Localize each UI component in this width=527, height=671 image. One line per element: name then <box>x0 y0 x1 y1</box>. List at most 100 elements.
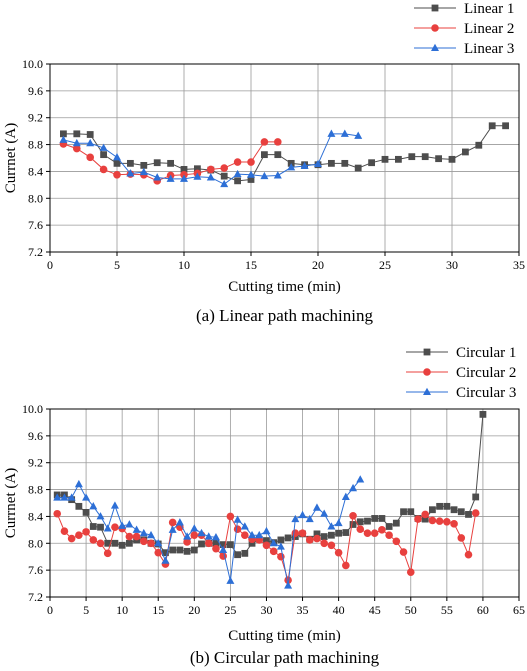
data-point <box>86 138 95 147</box>
data-point <box>305 536 314 544</box>
data-point <box>314 159 322 168</box>
y-tick-label: 9.2 <box>28 456 43 470</box>
data-point <box>450 506 458 514</box>
data-point <box>113 153 121 161</box>
data-point <box>298 510 307 519</box>
data-point <box>436 502 444 510</box>
data-point <box>75 531 83 540</box>
data-point <box>291 529 300 538</box>
data-point <box>435 155 442 163</box>
data-point <box>327 129 336 137</box>
data-point <box>233 169 242 178</box>
data-point <box>273 171 282 179</box>
data-point <box>75 502 83 510</box>
y-tick-label: 10.0 <box>22 57 43 71</box>
data-point <box>82 528 90 536</box>
data-point <box>421 510 430 519</box>
data-point <box>60 527 69 535</box>
data-point <box>166 174 175 182</box>
chart-caption: (a) Linear path machining <box>196 306 374 325</box>
data-point <box>464 550 473 559</box>
data-point <box>89 502 98 510</box>
data-point <box>72 138 81 147</box>
y-axis-label: Currnet (A) <box>3 468 19 538</box>
y-tick-label: 7.2 <box>28 590 43 604</box>
data-point <box>147 530 156 539</box>
data-point <box>233 515 242 523</box>
data-point <box>220 179 229 188</box>
x-tick-label: 25 <box>224 603 236 617</box>
data-point <box>457 508 465 516</box>
data-point <box>276 542 285 550</box>
x-tick-label: 30 <box>446 258 458 272</box>
data-point <box>261 151 268 159</box>
data-point <box>247 176 255 183</box>
data-point <box>287 163 296 171</box>
y-tick-label: 8.8 <box>28 483 43 497</box>
data-point <box>349 483 358 492</box>
x-tick-label: 60 <box>477 603 489 617</box>
data-point <box>73 144 81 153</box>
data-point <box>220 164 228 172</box>
data-point <box>147 539 155 548</box>
data-point <box>111 539 119 547</box>
x-tick-label: 10 <box>178 258 190 272</box>
data-point <box>457 534 466 542</box>
data-point <box>284 534 292 542</box>
data-point <box>385 531 393 540</box>
data-point <box>263 537 270 544</box>
plot-frame <box>49 63 520 253</box>
data-point <box>334 548 343 557</box>
x-tick-label: 30 <box>260 603 272 617</box>
data-point <box>471 509 480 517</box>
data-point <box>198 540 205 548</box>
data-point <box>140 537 148 546</box>
data-point <box>421 153 429 161</box>
data-point <box>204 539 213 548</box>
legend-marker <box>423 368 431 376</box>
legend-marker <box>431 43 439 51</box>
legend-marker <box>423 348 431 356</box>
data-point <box>161 556 170 564</box>
x-tick-label: 55 <box>441 603 453 617</box>
data-point <box>139 528 148 537</box>
legend-label: Linear 1 <box>464 1 514 17</box>
y-tick-label: 8.4 <box>28 164 43 178</box>
data-point <box>176 546 184 554</box>
data-point <box>73 130 81 138</box>
data-point <box>126 169 135 177</box>
data-point <box>167 159 174 167</box>
data-point <box>67 493 76 501</box>
data-point <box>342 529 350 536</box>
data-point <box>392 537 401 546</box>
data-point <box>354 131 363 139</box>
data-point <box>435 517 444 525</box>
data-point <box>125 532 134 541</box>
data-point <box>219 552 227 560</box>
data-point <box>414 515 422 523</box>
data-point <box>262 526 271 535</box>
data-point <box>320 533 328 540</box>
data-point <box>284 581 293 589</box>
data-point <box>212 539 220 547</box>
x-axis-label: Cutting time (min) <box>228 279 341 295</box>
data-point <box>312 503 321 511</box>
y-tick-label: 9.2 <box>28 111 43 125</box>
data-point <box>502 122 509 130</box>
data-point <box>53 493 62 501</box>
x-tick-label: 20 <box>188 603 200 617</box>
data-point <box>219 541 227 549</box>
data-point <box>340 129 349 137</box>
data-point <box>206 173 215 181</box>
y-tick-label: 7.6 <box>28 218 43 232</box>
plot-frame <box>49 408 520 598</box>
x-tick-label: 35 <box>297 603 309 617</box>
data-point <box>104 539 112 547</box>
data-point <box>139 167 148 176</box>
data-point <box>349 511 357 520</box>
data-point <box>97 523 104 531</box>
x-tick-label: 20 <box>312 258 324 272</box>
data-point <box>334 518 343 527</box>
x-tick-label: 65 <box>513 603 525 617</box>
